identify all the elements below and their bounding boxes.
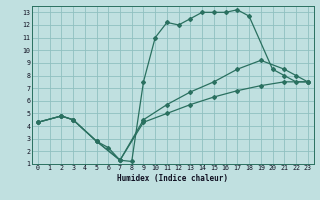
X-axis label: Humidex (Indice chaleur): Humidex (Indice chaleur) xyxy=(117,174,228,183)
